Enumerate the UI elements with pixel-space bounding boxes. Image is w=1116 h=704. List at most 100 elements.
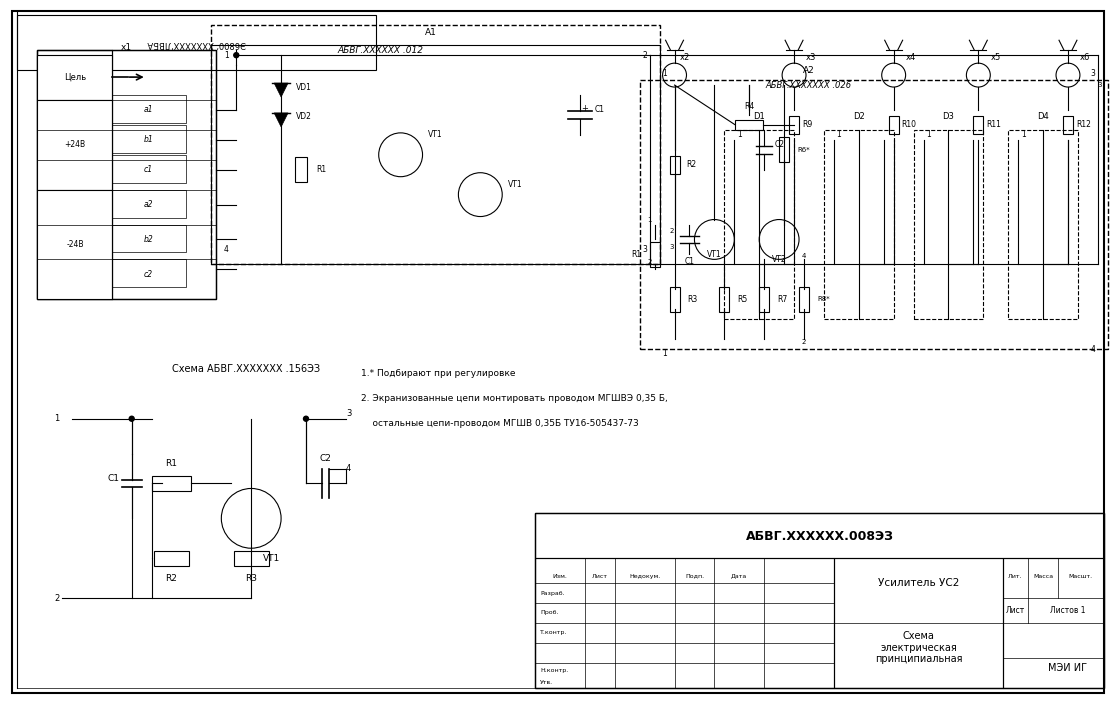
Text: D2: D2 [853,113,865,121]
Text: R3: R3 [687,295,698,303]
Bar [834,558,1003,688]
Bar [112,155,186,182]
Bar [112,95,186,123]
Text: +24В: +24В [65,140,86,149]
Text: 4: 4 [1090,344,1095,353]
Bar [154,551,189,565]
Text: D3: D3 [943,113,954,121]
Text: 2: 2 [647,259,652,265]
Bar [973,116,983,134]
Bar [112,259,186,287]
Text: 2: 2 [801,339,806,345]
Text: x5: x5 [990,53,1001,62]
Text: VT1: VT1 [708,250,722,259]
Text: R9: R9 [802,120,812,130]
Circle shape [129,416,134,421]
Text: Лист: Лист [591,574,608,579]
Bar [1064,116,1072,134]
Text: Дата: Дата [731,574,748,579]
Text: x3: x3 [806,53,817,62]
Bar [720,287,730,312]
Text: Масшт.: Масшт. [1069,574,1093,579]
Text: R8*: R8* [817,296,829,302]
Text: 1: 1 [737,130,742,139]
Bar [535,513,1104,688]
Text: 1: 1 [647,217,652,222]
Bar [37,50,217,299]
Text: R7: R7 [777,295,788,303]
Bar [824,130,894,319]
Text: VT1: VT1 [262,553,280,562]
Bar [650,242,660,267]
Text: Листов 1: Листов 1 [1050,606,1086,615]
Text: 2: 2 [643,51,647,60]
Text: 3: 3 [1098,82,1103,88]
Bar [1008,130,1078,319]
Text: 1: 1 [224,51,229,60]
Text: c1: c1 [144,165,153,174]
Bar [37,55,112,100]
Text: C1: C1 [595,106,605,115]
Text: D4: D4 [1037,113,1049,121]
Text: Цель: Цель [64,73,86,82]
Text: Схема
электрическая
принципиальная: Схема электрическая принципиальная [875,631,962,665]
Text: R1: R1 [316,165,326,174]
Bar [1003,558,1104,688]
Text: АБВГ.XXXXXX.008ЭЗ: АБВГ.XXXXXX.008ЭЗ [745,530,894,543]
Text: 1.* Подбирают при регулировке: 1.* Подбирают при регулировке [360,370,516,379]
Text: Лист: Лист [1006,606,1024,615]
Text: VT1: VT1 [429,130,443,139]
Bar [112,189,186,218]
Bar [37,189,112,299]
Text: A2: A2 [804,65,815,75]
Text: АБВГ.XXXXXXX .026: АБВГ.XXXXXXX .026 [766,80,853,89]
Text: x2: x2 [680,53,690,62]
Text: c2: c2 [144,270,153,279]
Bar [37,50,217,299]
Polygon shape [275,113,288,127]
Text: 4: 4 [801,253,806,259]
Text: остальные цепи-проводом МГШВ 0,35Б ТУ16-505437-73: остальные цепи-проводом МГШВ 0,35Б ТУ16-… [360,419,638,428]
Text: 1: 1 [662,349,667,358]
Text: Недокум.: Недокум. [629,574,661,579]
Text: 3: 3 [346,409,352,418]
Circle shape [233,53,239,58]
Text: C1: C1 [108,474,119,483]
Bar [37,100,112,189]
Text: Подп.: Подп. [685,574,704,579]
Text: Э6800ʹ XXXXXXXʹЛВБА: Э6800ʹ XXXXXXXʹЛВБА [147,39,246,48]
Bar [17,15,376,70]
Bar [535,558,834,688]
Text: a2: a2 [144,200,153,209]
Text: R2: R2 [165,574,177,583]
Text: Т.контр.: Т.контр. [540,630,567,636]
Text: +: + [581,104,588,113]
Text: x1: x1 [122,43,133,51]
Text: Проб.: Проб. [540,610,559,615]
Polygon shape [275,83,288,97]
Text: 1: 1 [1021,130,1026,139]
Text: -24В: -24В [66,240,84,249]
Text: 2: 2 [670,229,674,234]
Text: 1: 1 [662,68,667,77]
Bar [670,156,680,174]
Text: Усилитель УС2: Усилитель УС2 [878,578,960,588]
Text: b2: b2 [144,235,154,244]
Bar [535,513,1104,558]
Text: Н.контр.: Н.контр. [540,668,568,673]
Circle shape [304,416,308,421]
Text: Изм.: Изм. [552,574,567,579]
Text: 2: 2 [55,593,59,603]
Text: x4: x4 [905,53,916,62]
Text: R6*: R6* [797,147,810,153]
Text: 4: 4 [224,245,229,254]
Text: C1: C1 [684,257,694,266]
Text: Масса: Масса [1033,574,1054,579]
Text: R1: R1 [165,459,177,468]
Text: R3: R3 [246,574,257,583]
Text: 3: 3 [642,245,647,254]
Text: R5: R5 [738,295,748,303]
Text: D1: D1 [753,113,766,121]
Text: R4: R4 [744,103,754,111]
Text: 1: 1 [926,130,931,139]
